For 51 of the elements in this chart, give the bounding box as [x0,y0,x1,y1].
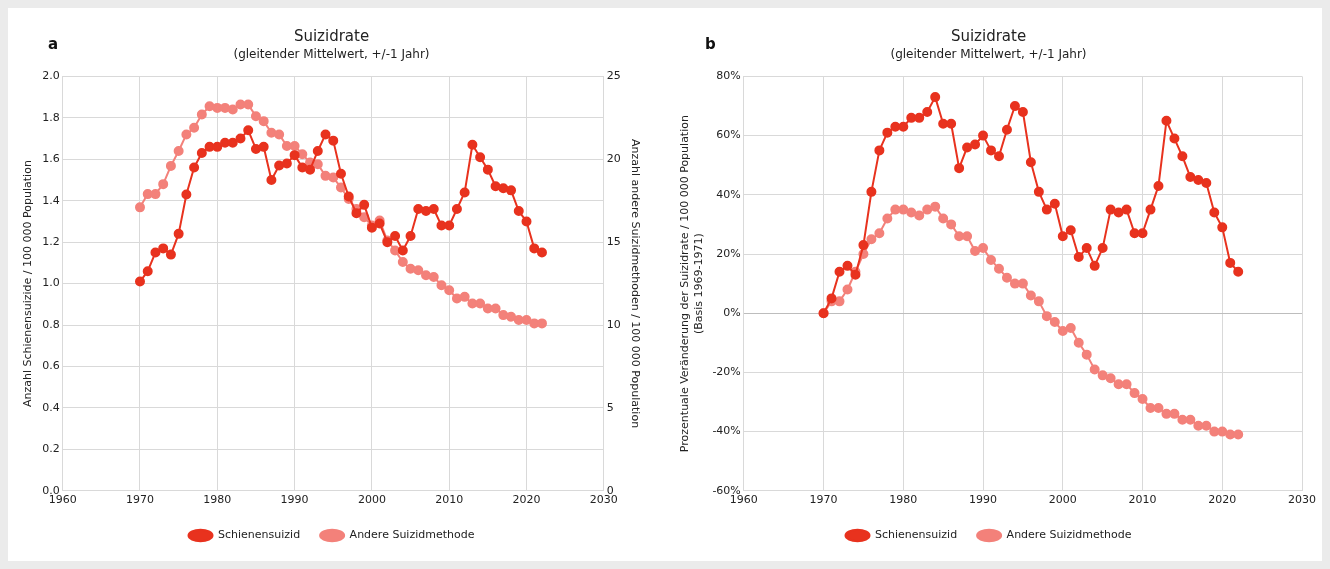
x-tick-label: 1980 [203,493,232,507]
x-tick-label: 1980 [889,493,918,507]
y-tick-label: 2.0 [42,69,60,83]
y-axis-title: Anzahl Schienensuizide / 100 000 Population [21,160,35,408]
y-axis-title: Prozentuale Veränderung der Suizidrate / 100 000 Population (Basis 1969-1971) [678,115,705,453]
chart-subtitle: (gleitender Mittelwert, +/-1 Jahr) [233,47,430,62]
y-tick-label: 1.8 [42,110,60,124]
y-tick-label: -40% [712,424,741,438]
x-tick-label: 2020 [512,493,541,507]
x-tick-label: 2010 [435,493,464,507]
legend-label: Andere Suizidmethode [1006,528,1132,542]
y2-axis-title: Anzahl andere Suizidmethoden / 100 000 Population [628,139,642,429]
y2-tick-label: 15 [606,235,621,249]
x-tick-label: 2030 [1288,493,1316,507]
y2-tick-label: 5 [606,400,614,414]
y2-tick-label: 20 [606,152,621,166]
x-tick-label: 1960 [48,493,77,507]
x-tick-label: 1990 [280,493,309,507]
y-tick-label: -20% [712,365,741,379]
chart-title: Suizidrate [293,26,370,45]
x-tick-label: 2010 [1128,493,1157,507]
y-tick-label: 0.4 [42,400,60,414]
x-tick-label: 2020 [1208,493,1237,507]
legend-label: Andere Suizidmethode [349,528,475,542]
y-tick-label: 60% [716,128,741,142]
legend-label: Schienensuizid [875,528,958,542]
y-tick-label: 1.0 [42,276,60,290]
y-tick-label: 1.4 [42,193,60,207]
x-tick-label: 1960 [729,493,758,507]
y-tick-label: 0% [723,306,741,320]
y-tick-label: 0.6 [42,359,60,373]
y-tick-label: 20% [716,246,741,260]
y2-tick-label: 10 [606,317,621,331]
text: b [705,35,716,54]
y-tick-label: 80% [716,69,741,83]
x-tick-label: 1990 [969,493,998,507]
chart-title: Suizidrate [950,26,1027,45]
y2-tick-label: 25 [606,69,621,83]
x-tick-label: 2030 [589,493,618,507]
x-tick-label: 2000 [1048,493,1077,507]
x-tick-label: 1970 [809,493,838,507]
y-tick-label: 1.2 [42,235,60,249]
x-tick-label: 1970 [125,493,154,507]
x-tick-label: 2000 [357,493,386,507]
y-tick-label: 0.8 [42,317,60,331]
y-tick-label: 1.6 [42,152,60,166]
text: a [48,35,59,54]
y-tick-label: 40% [716,187,741,201]
y-tick-label: 0.2 [42,442,60,456]
legend-label: Schienensuizid [218,528,301,542]
chart-subtitle: (gleitender Mittelwert, +/-1 Jahr) [890,47,1087,62]
